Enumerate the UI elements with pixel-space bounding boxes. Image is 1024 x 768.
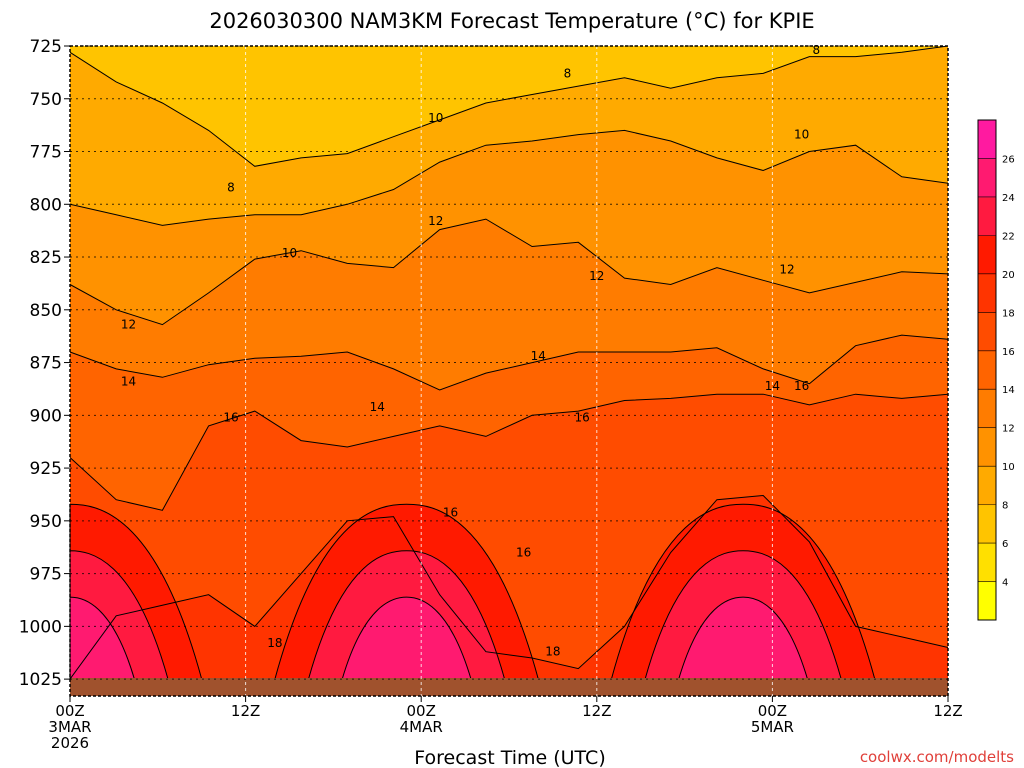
colorbar-swatch [978, 389, 996, 429]
y-tick-label: 1025 [19, 670, 62, 690]
x-tick-label: 4MAR [400, 718, 443, 736]
x-tick-label: 3MAR [48, 718, 91, 736]
isotherm-label: 14 [121, 375, 136, 389]
isotherm-label: 14 [370, 400, 385, 414]
colorbar-label: 24 [1002, 193, 1015, 204]
x-tick-label: 12Z [231, 702, 260, 720]
colorbar-frame [977, 119, 997, 621]
warm-core-1-24 [678, 596, 809, 680]
isotherm-label: 16 [443, 505, 458, 519]
y-tick-label: 725 [30, 37, 62, 57]
isotherm-lines [69, 45, 949, 680]
x-tick-label: 5MAR [751, 718, 794, 736]
colorbar: 4 6 8 10 12 14 16 18 20 22 24 26 [977, 119, 1015, 621]
x-tick-label: 00Z [407, 702, 436, 720]
colorbar-swatch [978, 273, 996, 313]
y-tick-label: 800 [30, 195, 62, 215]
colorbar-label: 18 [1002, 308, 1015, 319]
isotherm-label: 16 [516, 546, 531, 560]
pressure-gridlines [70, 45, 948, 680]
isotherm-label: 10 [794, 128, 809, 142]
isotherm-label: 12 [121, 318, 136, 332]
colorbar-swatch [978, 543, 996, 583]
colorbar-swatch [978, 581, 996, 621]
colorbar-swatch [978, 466, 996, 506]
isotherm-label: 16 [575, 410, 590, 424]
colorbar-label: 10 [1002, 462, 1015, 473]
colorbar-label: 14 [1002, 385, 1015, 396]
isotherm-label: 14 [765, 379, 780, 393]
isotherm-10 [69, 129, 949, 226]
isotherm-label: 16 [794, 379, 809, 393]
x-tick-label: 00Z [758, 702, 787, 720]
x-tick-label: 00Z [55, 702, 84, 720]
isotherm-label: 18 [267, 636, 282, 650]
x-tick-label: 2026 [51, 734, 89, 752]
warm-core-2-24 [69, 596, 136, 680]
isotherm-16 [69, 393, 949, 511]
warm-core-0-24 [341, 596, 472, 680]
isotherm-label: 10 [282, 246, 297, 260]
y-tick-label: 750 [30, 90, 62, 110]
isotherm-label: 12 [779, 263, 794, 277]
colorbar-swatch [978, 235, 996, 275]
isotherm-label: 8 [564, 66, 572, 80]
y-axis: 725 750 775 800 825 850 875 900 925 950 975 1000 102… [19, 37, 70, 690]
y-tick-label: 950 [30, 512, 62, 532]
colorbar-swatch [978, 427, 996, 467]
colorbar-swatch [978, 158, 996, 198]
colorbar-label: 16 [1002, 347, 1015, 358]
isotherm-label: 12 [428, 214, 443, 228]
colorbar-swatch [978, 350, 996, 390]
colorbar-label: 26 [1002, 154, 1015, 165]
x-tick-label: 12Z [933, 702, 962, 720]
isotherm-label: 8 [227, 180, 235, 194]
colorbar-label: 12 [1002, 424, 1015, 435]
colorbar-label: 4 [1002, 578, 1008, 589]
ground-surface [70, 678, 948, 696]
plot-frame [69, 45, 949, 697]
colorbar-swatch [978, 504, 996, 544]
isotherm-14 [69, 334, 949, 391]
colorbar-label: 22 [1002, 231, 1015, 242]
colorbar-label: 6 [1002, 539, 1008, 550]
y-tick-label: 875 [30, 354, 62, 374]
isotherm-label: 16 [223, 410, 238, 424]
y-tick-label: 825 [30, 248, 62, 268]
colorbar-swatch [978, 312, 996, 352]
colorbar-label: 20 [1002, 270, 1015, 281]
y-tick-label: 900 [30, 406, 62, 426]
y-tick-label: 975 [30, 565, 62, 585]
credit-text: coolwx.com/modelts [860, 748, 1014, 766]
isotherm-label: 18 [545, 645, 560, 659]
chart-title: 2026030300 NAM3KM Forecast Temperature (… [209, 9, 814, 33]
time-gridlines [245, 46, 773, 696]
x-axis-label: Forecast Time (UTC) [414, 747, 605, 768]
colorbar-swatch [978, 196, 996, 236]
y-tick-label: 850 [30, 301, 62, 321]
y-tick-label: 775 [30, 143, 62, 163]
isotherm-label: 14 [531, 349, 546, 363]
y-tick-label: 925 [30, 459, 62, 479]
isotherm-label: 8 [812, 43, 820, 57]
y-tick-label: 1000 [19, 617, 62, 637]
isotherm-label: 10 [428, 111, 443, 125]
x-tick-label: 12Z [582, 702, 611, 720]
isotherm-12 [69, 218, 949, 326]
isotherm-18 [69, 494, 949, 680]
colorbar-swatch [978, 120, 996, 159]
colorbar-label: 8 [1002, 501, 1008, 512]
